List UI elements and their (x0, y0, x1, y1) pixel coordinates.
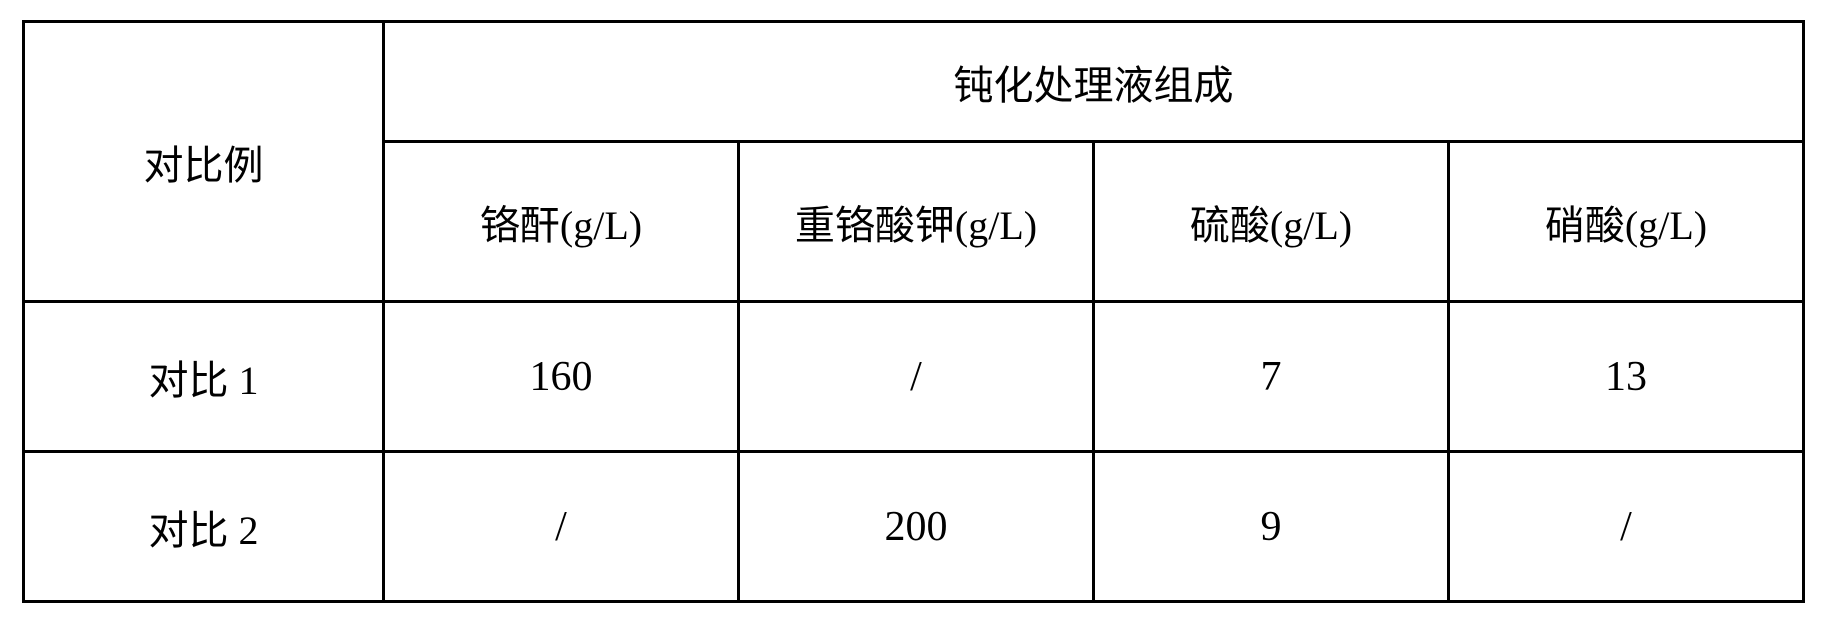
col-header-3: 硝酸(g/L) (1449, 142, 1804, 302)
col-header-2: 硫酸(g/L) (1094, 142, 1449, 302)
table-cell: / (1449, 452, 1804, 602)
table-row: 对比 1 160 / 7 13 (24, 302, 1804, 452)
col-header-0: 铬酐(g/L) (384, 142, 739, 302)
table-cell: / (739, 302, 1094, 452)
col-header-1: 重铬酸钾(g/L) (739, 142, 1094, 302)
table-cell: 9 (1094, 452, 1449, 602)
table-cell: / (384, 452, 739, 602)
comparison-table: 对比例 钝化处理液组成 铬酐(g/L) 重铬酸钾(g/L) 硫酸(g/L) 硝酸… (22, 20, 1805, 603)
row-label: 对比 2 (24, 452, 384, 602)
group-header: 钝化处理液组成 (384, 22, 1804, 142)
table-cell: 13 (1449, 302, 1804, 452)
row-label: 对比 1 (24, 302, 384, 452)
table-cell: 7 (1094, 302, 1449, 452)
comparison-table-container: 对比例 钝化处理液组成 铬酐(g/L) 重铬酸钾(g/L) 硫酸(g/L) 硝酸… (22, 20, 1802, 603)
table-cell: 200 (739, 452, 1094, 602)
table-cell: 160 (384, 302, 739, 452)
row-header-title: 对比例 (24, 22, 384, 302)
table-row: 对比 2 / 200 9 / (24, 452, 1804, 602)
